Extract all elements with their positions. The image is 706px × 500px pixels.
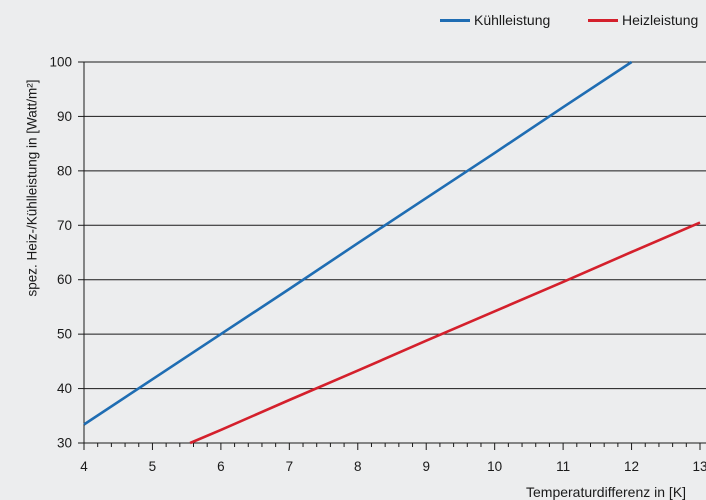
gridlines (84, 61, 706, 444)
y-axis-label: spez. Heiz-/Kühlleistung in [Watt/m²] (24, 79, 40, 297)
y-tick-labels: 30 40 50 60 70 80 90 100 (49, 55, 72, 451)
x-tick-label: 7 (286, 459, 294, 474)
legend: Kühlleistung Heizleistung (440, 12, 706, 32)
x-tick-label: 8 (354, 459, 362, 474)
legend-label-heizleistung: Heizleistung (622, 12, 699, 28)
y-tick-label: 80 (57, 163, 72, 178)
y-tick-label: 40 (57, 381, 72, 396)
axes (78, 61, 701, 450)
x-tick-label: 6 (217, 459, 225, 474)
y-tick-label: 50 (57, 327, 72, 342)
x-tick-label: 12 (624, 459, 639, 474)
x-tick-label: 10 (487, 459, 502, 474)
legend-item-heizleistung: Heizleistung (588, 12, 698, 28)
x-tick-label: 13 (692, 459, 706, 474)
x-tick-labels: 4 5 6 7 8 9 10 11 12 13 (80, 459, 706, 474)
series-line-heizleistung (189, 221, 701, 445)
legend-swatch-kuehlleistung (440, 18, 470, 22)
x-tick-label: 11 (556, 459, 570, 474)
x-tick-label: 4 (80, 459, 88, 474)
y-tick-label: 60 (57, 272, 72, 287)
y-tick-label: 100 (49, 55, 72, 70)
x-axis-label: Temperaturdifferenz in [K] (526, 484, 687, 500)
legend-swatch-heizleistung (588, 18, 618, 22)
legend-label-kuehlleistung: Kühlleistung (474, 12, 551, 28)
legend-item-kuehlleistung: Kühlleistung (440, 12, 550, 28)
y-tick-label: 70 (57, 218, 72, 233)
y-tick-label: 90 (57, 109, 72, 124)
y-tick-label: 30 (57, 436, 72, 451)
x-tick-label: 5 (149, 459, 157, 474)
x-tick-label: 9 (422, 459, 430, 474)
series-line-kuehlleistung (83, 60, 633, 426)
series-lines (83, 60, 701, 445)
